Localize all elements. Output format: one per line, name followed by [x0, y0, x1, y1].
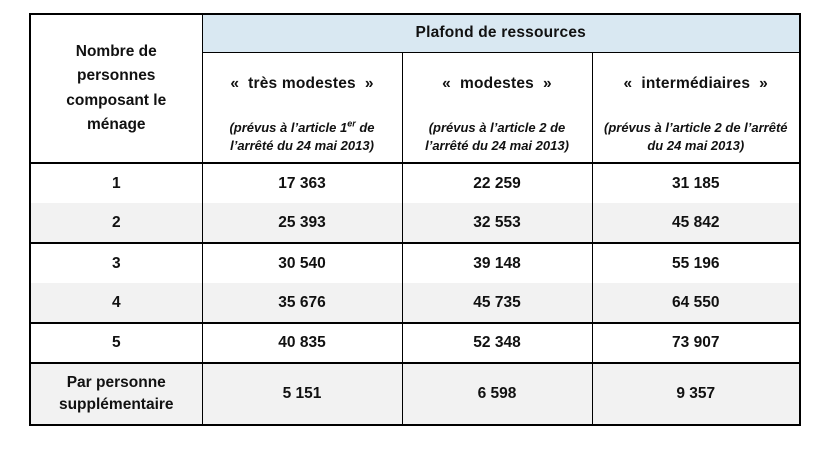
household-size-cell: 2: [29, 203, 203, 244]
value-cell-intermediaires: 55 196: [591, 243, 801, 283]
table-row-5-persons: 5 40 835 52 348 73 907: [29, 323, 801, 364]
group-header-row: Nombre de personnes composant le ménage …: [29, 14, 801, 164]
value-cell-modestes: 22 259: [401, 163, 593, 203]
value-cell-tres-modestes: 35 676: [201, 283, 403, 324]
column-header-modestes: « modestes » (prévus à l’article 2 de l’…: [401, 52, 593, 164]
value-cell-tres-modestes: 40 835: [201, 323, 403, 364]
value-cell-modestes: 32 553: [401, 203, 593, 244]
column-note: (prévus à l’article 2 de l’arrêté du 24 …: [601, 119, 792, 155]
table-row-2-persons: 2 25 393 32 553 45 842: [29, 203, 801, 244]
column-note-text: (prévus à l’article 1: [229, 120, 348, 136]
column-label: « intermédiaires »: [623, 75, 768, 93]
value-cell-modestes: 52 348: [401, 323, 593, 364]
value-cell-tres-modestes: 5 151: [201, 363, 403, 425]
column-label: « très modestes »: [230, 75, 374, 93]
corner-header-cell: Nombre de personnes composant le ménage: [29, 14, 203, 164]
group-header-cell: Plafond de ressources: [201, 14, 801, 53]
column-note-text: (prévus à l’article 2 de l’arrêté du 24 …: [603, 120, 788, 154]
value-cell-modestes: 39 148: [401, 243, 593, 283]
column-note-text: (prévus à l’article 2 de l’arrêté du 24 …: [425, 120, 569, 154]
extra-person-label: Par personne supplémentaire: [58, 373, 174, 413]
corner-header-label: Nombre de personnes composant le ménage: [66, 43, 167, 133]
table-row-3-persons: 3 30 540 39 148 55 196: [29, 243, 801, 283]
column-note-text: de l’arrêté du 24 mai 2013): [230, 120, 375, 154]
value-cell-tres-modestes: 25 393: [201, 203, 403, 244]
household-size-cell: 1: [29, 163, 203, 203]
column-note-superscript: er: [347, 118, 356, 129]
table-row-extra-person: Par personne supplémentaire 5 151 6 598 …: [29, 363, 801, 425]
value-cell-modestes: 6 598: [401, 363, 593, 425]
household-size-cell: 3: [29, 243, 203, 283]
household-size-cell: 4: [29, 283, 203, 324]
household-size-cell: 5: [29, 323, 203, 364]
value-cell-intermediaires: 45 842: [591, 203, 801, 244]
value-cell-intermediaires: 9 357: [591, 363, 801, 425]
column-header-row: « très modestes » (prévus à l’article 1e…: [30, 52, 801, 164]
column-label: « modestes »: [442, 75, 552, 93]
value-cell-intermediaires: 73 907: [591, 323, 801, 364]
value-cell-intermediaires: 64 550: [591, 283, 801, 324]
column-note: (prévus à l’article 1er de l’arrêté du 2…: [211, 119, 394, 155]
table-row-1-person: 1 17 363 22 259 31 185: [29, 163, 801, 203]
value-cell-modestes: 45 735: [401, 283, 593, 324]
column-header-tres-modestes: « très modestes » (prévus à l’article 1e…: [201, 52, 403, 164]
value-cell-intermediaires: 31 185: [591, 163, 801, 203]
column-note: (prévus à l’article 2 de l’arrêté du 24 …: [411, 119, 584, 155]
resource-ceiling-table: Nombre de personnes composant le ménage …: [29, 13, 802, 426]
value-cell-tres-modestes: 17 363: [201, 163, 403, 203]
value-cell-tres-modestes: 30 540: [201, 243, 403, 283]
column-header-intermediaires: « intermédiaires » (prévus à l’article 2…: [591, 52, 801, 164]
table-row-4-persons: 4 35 676 45 735 64 550: [29, 283, 801, 324]
household-size-cell: Par personne supplémentaire: [29, 363, 203, 425]
